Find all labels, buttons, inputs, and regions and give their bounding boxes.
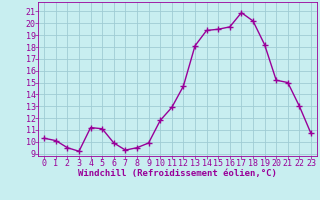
X-axis label: Windchill (Refroidissement éolien,°C): Windchill (Refroidissement éolien,°C) — [78, 169, 277, 178]
